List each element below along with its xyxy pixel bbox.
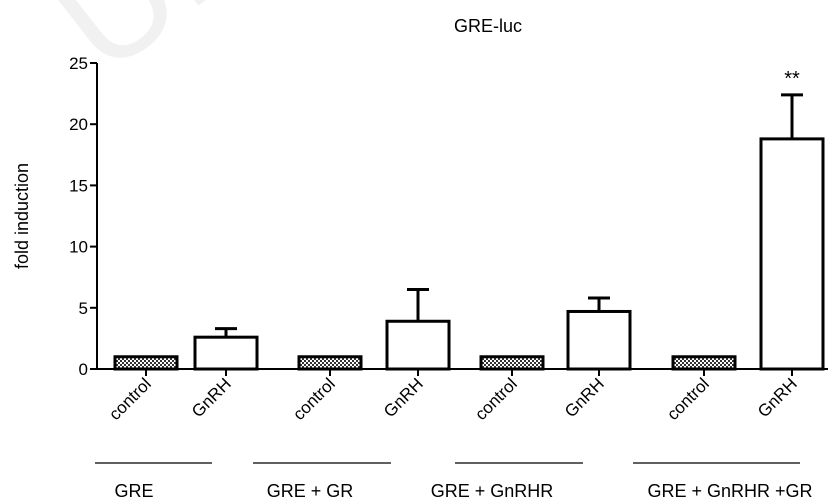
significance-marker: **: [784, 68, 800, 90]
x-category-label: control: [105, 374, 155, 424]
x-category-label: GnRH: [380, 374, 427, 421]
bar: [671, 355, 737, 371]
y-tick-label: 15: [69, 176, 88, 195]
bar: [759, 137, 825, 371]
group-label: GRE: [114, 481, 153, 501]
bar: [385, 319, 451, 371]
group-label: GRE + GR: [267, 481, 354, 501]
y-tick-label: 25: [69, 54, 88, 73]
y-tick-label: 0: [79, 360, 88, 379]
x-category-label: control: [471, 374, 521, 424]
group-label: GRE + GnRHR +GR: [647, 481, 812, 501]
x-category-label: GnRH: [754, 374, 801, 421]
group-label: GRE + GnRHR: [431, 481, 554, 501]
x-category-label: control: [663, 374, 713, 424]
chart-title: GRE-luc: [454, 16, 522, 36]
y-tick-label: 5: [79, 299, 88, 318]
y-tick-label: 10: [69, 238, 88, 257]
x-category-label: GnRH: [561, 374, 608, 421]
bar: [297, 355, 363, 371]
bar: [113, 355, 179, 371]
y-axis-label: fold induction: [12, 163, 32, 269]
bar: [193, 335, 259, 371]
x-category-label: GnRH: [188, 374, 235, 421]
x-category-label: control: [289, 374, 339, 424]
bar: [566, 309, 632, 371]
bar: [479, 355, 545, 371]
y-tick-label: 20: [69, 115, 88, 134]
